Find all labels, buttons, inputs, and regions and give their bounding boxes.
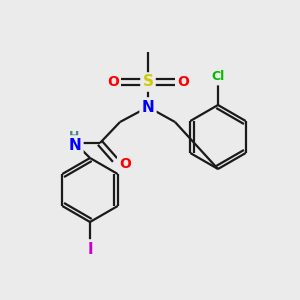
Text: S: S bbox=[142, 74, 154, 89]
Text: O: O bbox=[107, 75, 119, 89]
Text: O: O bbox=[119, 157, 131, 171]
Text: O: O bbox=[177, 75, 189, 89]
Text: H: H bbox=[69, 130, 79, 143]
Text: N: N bbox=[142, 100, 154, 115]
Text: I: I bbox=[87, 242, 93, 256]
Text: Cl: Cl bbox=[212, 70, 225, 83]
Text: N: N bbox=[69, 137, 81, 152]
